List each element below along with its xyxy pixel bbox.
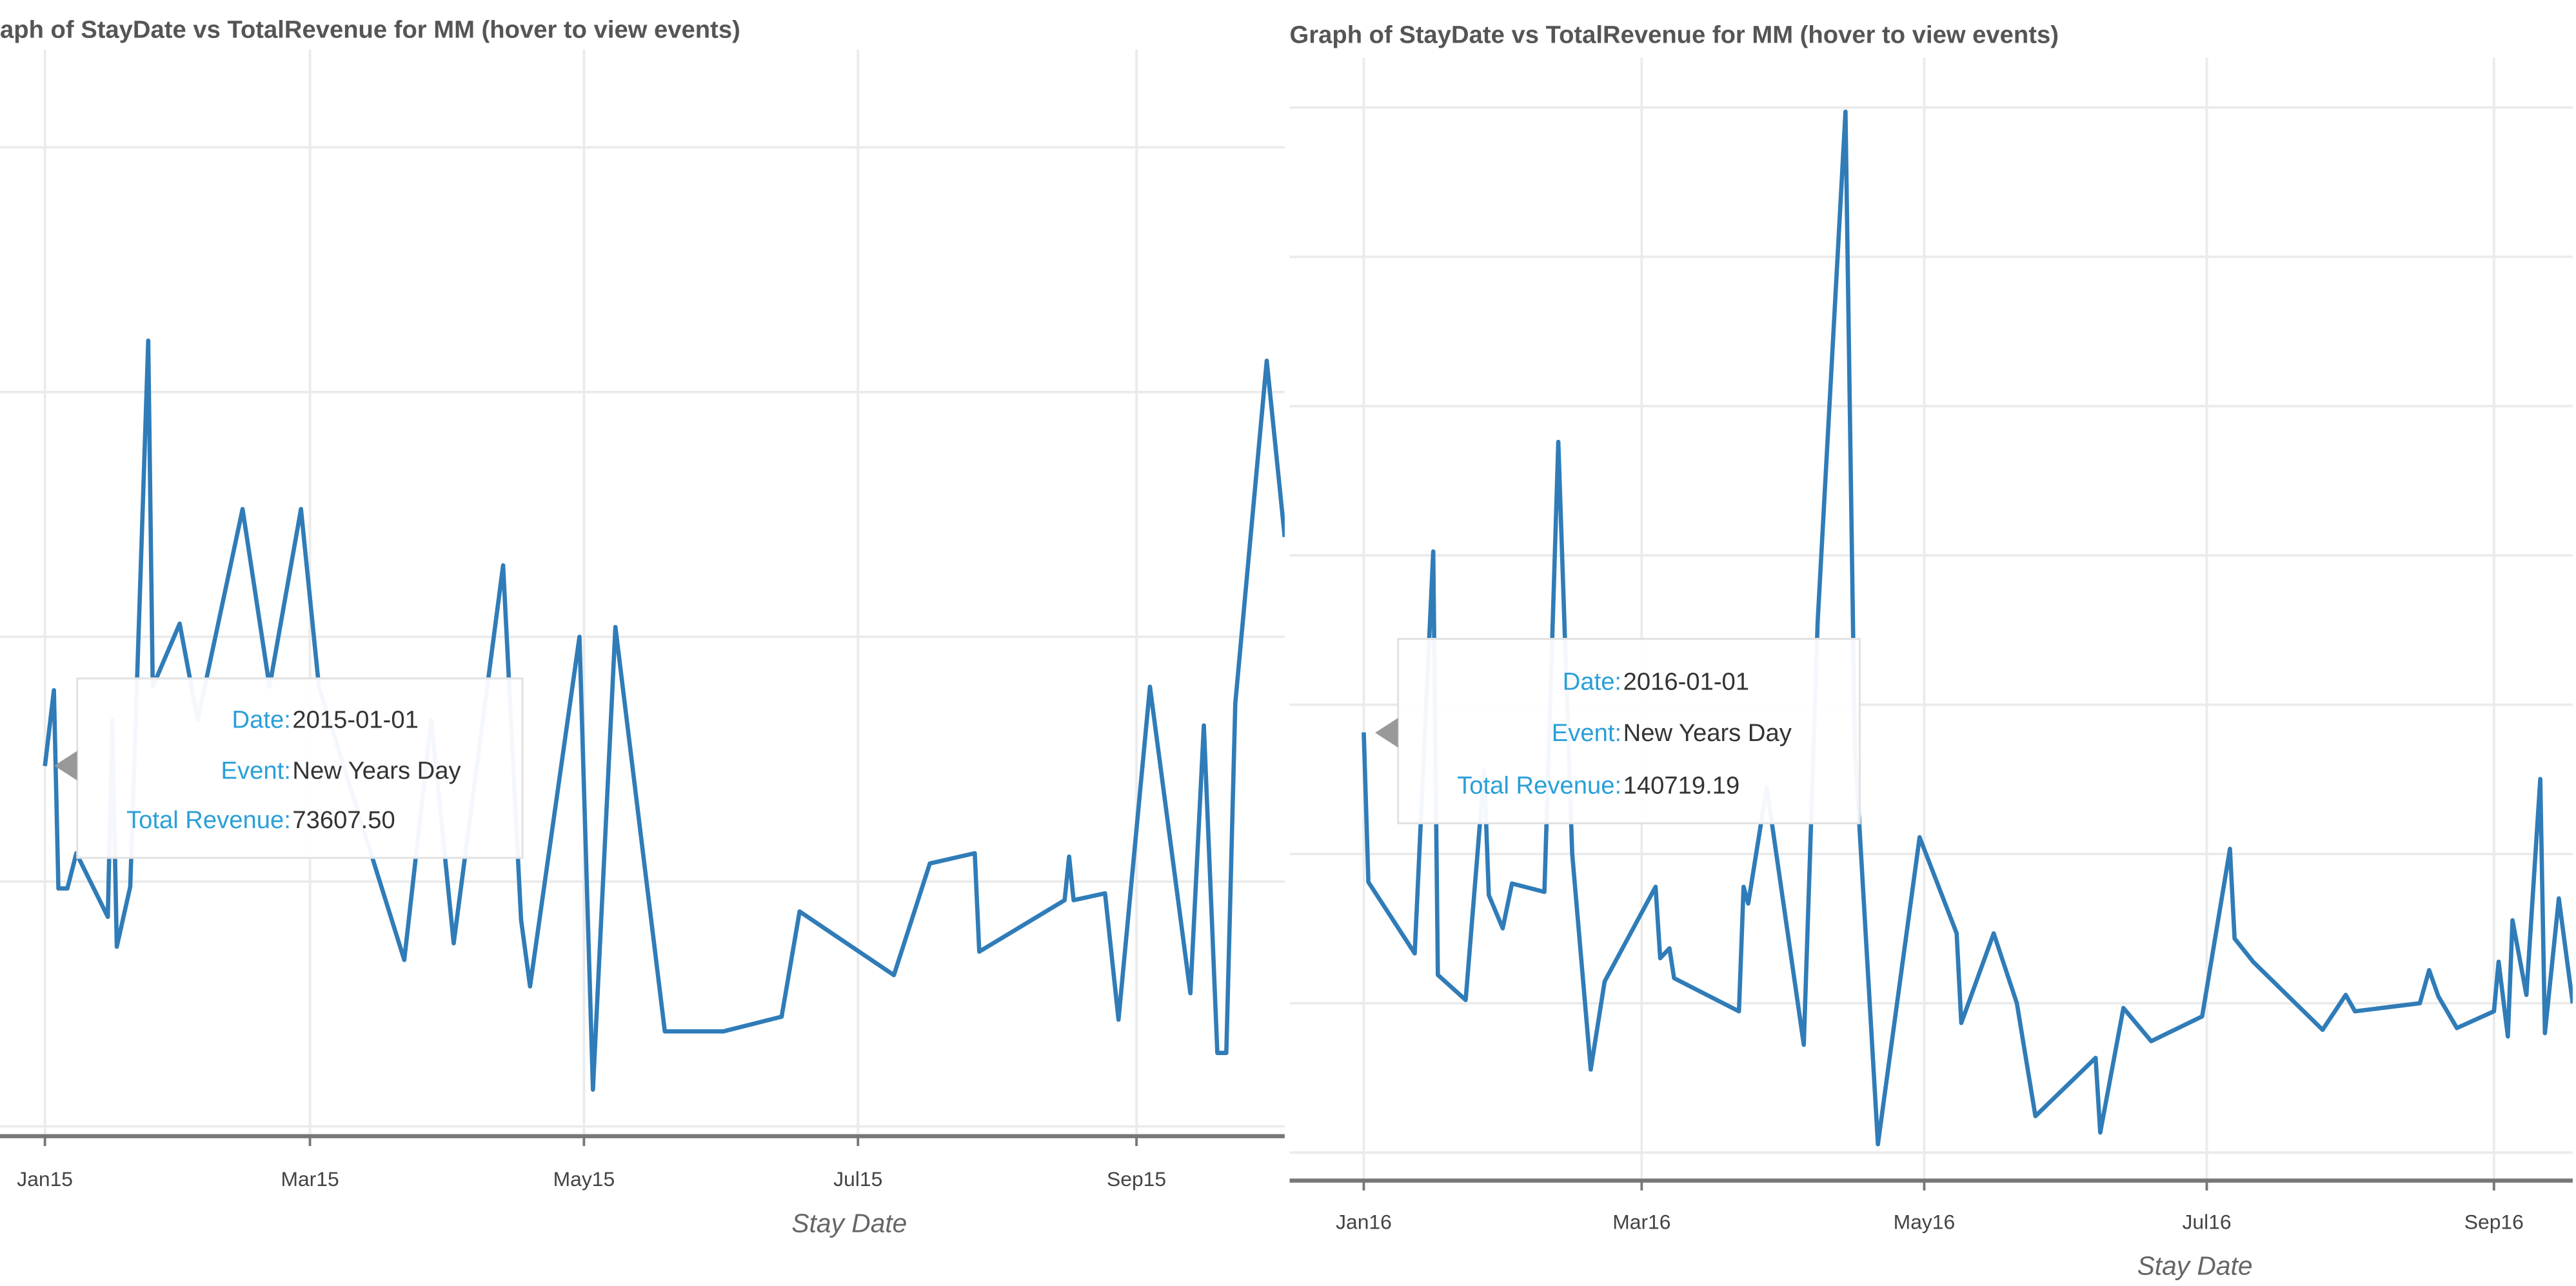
tooltip-value: 140719.19 bbox=[1623, 771, 1740, 799]
tooltip-value: New Years Day bbox=[1623, 719, 1792, 747]
x-tick-label: Jan16 bbox=[1336, 1210, 1392, 1233]
tooltip-key: Total Revenue: bbox=[1457, 771, 1621, 799]
tooltip-key: Event: bbox=[221, 757, 291, 785]
tooltip-key: Event: bbox=[1552, 719, 1621, 747]
chart-panel: Graph of StayDate vs TotalRevenue for MM… bbox=[1289, 21, 2573, 1281]
data-line bbox=[43, 338, 1285, 1092]
x-tick-label: Sep16 bbox=[2464, 1210, 2524, 1233]
x-axis-label: Stay Date bbox=[791, 1208, 907, 1238]
x-tick-label: May16 bbox=[1894, 1210, 1956, 1233]
x-tick-label: Jul15 bbox=[833, 1167, 882, 1191]
tooltip-value: 2015-01-01 bbox=[292, 706, 418, 733]
chart-title: aph of StayDate vs TotalRevenue for MM (… bbox=[0, 16, 740, 44]
x-tick-label: Jan15 bbox=[17, 1167, 73, 1191]
x-axis-label: Stay Date bbox=[2137, 1251, 2253, 1281]
x-tick-label: Jul16 bbox=[2183, 1210, 2232, 1233]
tooltip-box bbox=[76, 677, 524, 859]
tooltip-value: 73607.50 bbox=[292, 806, 395, 834]
x-tick-label: Sep15 bbox=[1107, 1167, 1166, 1191]
x-tick-label: Mar15 bbox=[281, 1167, 339, 1191]
tooltip-value: 2016-01-01 bbox=[1623, 668, 1749, 696]
tooltip-arrow bbox=[54, 751, 77, 781]
chart-panel: aph of StayDate vs TotalRevenue for MM (… bbox=[0, 16, 1285, 1238]
tooltip-key: Date: bbox=[1563, 668, 1621, 696]
tooltip-box bbox=[1397, 638, 1861, 825]
tooltip-arrow bbox=[1375, 718, 1398, 748]
tooltip-value: New Years Day bbox=[292, 757, 461, 785]
x-tick-label: Mar16 bbox=[1612, 1210, 1670, 1233]
chart-title: Graph of StayDate vs TotalRevenue for MM… bbox=[1290, 21, 2059, 48]
tooltip-key: Total Revenue: bbox=[126, 806, 291, 834]
tooltip-key: Date: bbox=[232, 706, 291, 733]
data-line bbox=[1362, 109, 2573, 1147]
x-tick-label: May15 bbox=[553, 1167, 615, 1191]
